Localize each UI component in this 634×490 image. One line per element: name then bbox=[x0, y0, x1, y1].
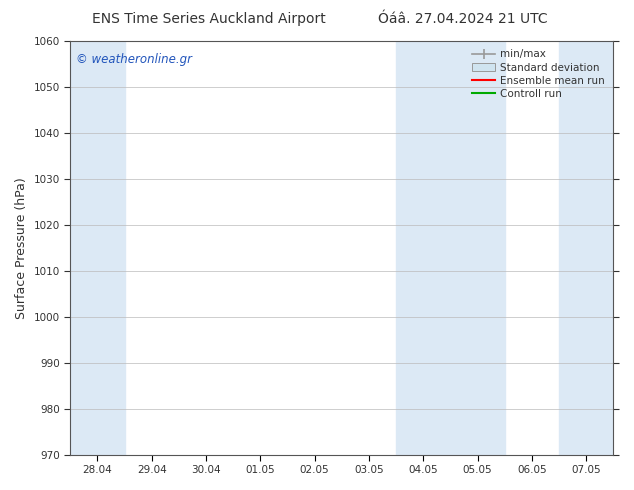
Legend: min/max, Standard deviation, Ensemble mean run, Controll run: min/max, Standard deviation, Ensemble me… bbox=[469, 46, 608, 102]
Bar bbox=[396, 41, 505, 455]
Y-axis label: Surface Pressure (hPa): Surface Pressure (hPa) bbox=[15, 177, 28, 318]
Text: ENS Time Series Auckland Airport: ENS Time Series Auckland Airport bbox=[93, 12, 326, 26]
Bar bbox=[559, 41, 614, 455]
Bar bbox=[70, 41, 124, 455]
Text: © weatheronline.gr: © weatheronline.gr bbox=[75, 53, 191, 67]
Text: Óáâ. 27.04.2024 21 UTC: Óáâ. 27.04.2024 21 UTC bbox=[378, 12, 548, 26]
